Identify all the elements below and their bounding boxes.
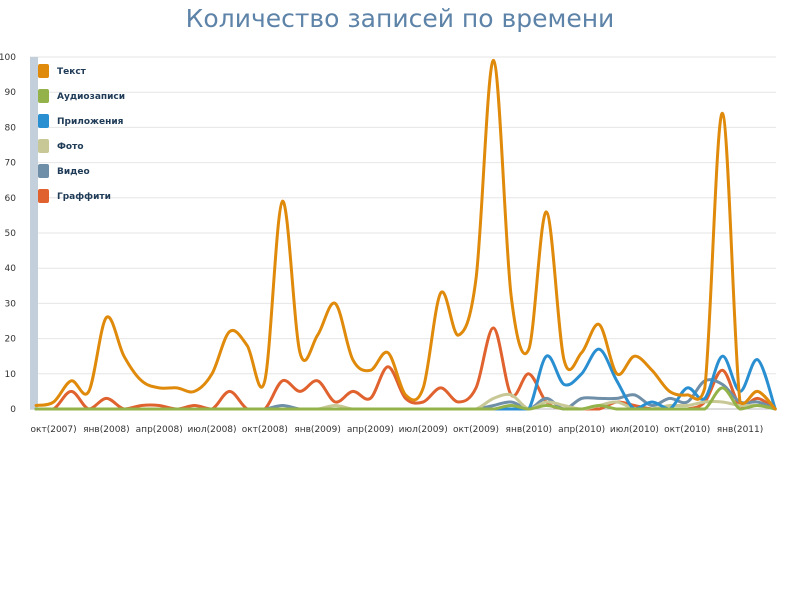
x-tick-label: янв(2011) — [717, 425, 764, 435]
legend-swatch — [38, 64, 49, 78]
legend-label: Аудиозаписи — [57, 92, 125, 102]
x-axis: окт(2007) янв(2008) апр(2008) июл(2008) окт(… — [31, 425, 764, 435]
x-tick-label: окт(2009) — [453, 425, 499, 435]
x-tick-label: июл(2010) — [610, 425, 659, 435]
x-tick-label: окт(2010) — [664, 425, 710, 435]
x-tick-label: янв(2009) — [294, 425, 341, 435]
legend-swatch — [38, 114, 49, 128]
chart-title: Количество записей по времени — [185, 4, 615, 33]
x-tick-label: янв(2008) — [83, 425, 130, 435]
series-lines — [34, 58, 777, 411]
gridlines — [30, 56, 776, 410]
y-tick-label: 40 — [5, 264, 17, 274]
y-tick-label: 70 — [5, 159, 17, 169]
x-tick-label: апр(2009) — [347, 425, 394, 435]
series-line-1 — [34, 386, 777, 411]
legend-label: Фото — [57, 142, 84, 152]
x-tick-label: апр(2008) — [136, 425, 183, 435]
x-tick-label: окт(2007) — [31, 425, 77, 435]
legend-label: Текст — [57, 67, 87, 77]
y-tick-label: 60 — [5, 194, 17, 204]
y-tick-label: 10 — [5, 370, 17, 380]
legend-label: Видео — [57, 167, 90, 177]
series-line-0 — [34, 58, 777, 411]
y-tick-label: 90 — [5, 88, 17, 98]
x-tick-label: янв(2010) — [506, 425, 553, 435]
y-tick-label: 20 — [5, 335, 17, 345]
x-tick-label: июл(2008) — [187, 425, 236, 435]
y-tick-label: 80 — [5, 123, 17, 133]
legend: Текст Аудиозаписи Приложения Фото Видео Графф… — [38, 64, 125, 203]
x-tick-label: июл(2009) — [399, 425, 448, 435]
legend-swatch — [38, 89, 49, 103]
x-tick-label: апр(2010) — [558, 425, 605, 435]
y-tick-label: 100 — [0, 53, 16, 63]
y-axis-band — [30, 57, 38, 409]
legend-label: Приложения — [57, 117, 124, 127]
legend-swatch — [38, 164, 49, 178]
y-axis: 0 10 20 30 40 50 60 70 80 90 100 — [0, 53, 38, 415]
x-tick-label: окт(2008) — [242, 425, 288, 435]
y-tick-label: 30 — [5, 299, 17, 309]
y-tick-label: 50 — [5, 229, 17, 239]
y-tick-label: 0 — [10, 405, 16, 415]
legend-swatch — [38, 139, 49, 153]
legend-swatch — [38, 189, 49, 203]
legend-label: Граффити — [57, 192, 111, 202]
